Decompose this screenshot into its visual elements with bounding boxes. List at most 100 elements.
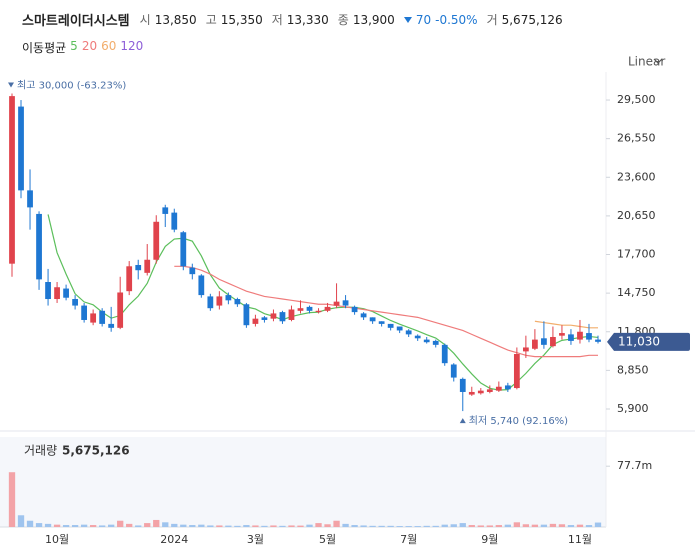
candle-body: [252, 318, 259, 324]
volume-bar: [495, 525, 502, 527]
candle-body: [45, 282, 51, 300]
candle-body: [18, 106, 24, 191]
y-tick-label: 17,700: [617, 248, 656, 261]
candle-body: [189, 267, 196, 275]
candle-body: [324, 306, 331, 311]
ma-legend-title: 이동평균: [22, 41, 67, 55]
volume-bar: [162, 522, 169, 527]
volume-bar: [279, 525, 286, 527]
volume-bar: [459, 523, 466, 527]
candle-body: [153, 221, 160, 260]
ma-legend-item[interactable]: 60: [101, 39, 117, 53]
last-price-label: 11,030: [618, 334, 660, 348]
ma-legend-item[interactable]: 5: [70, 39, 78, 53]
candle-body: [432, 340, 439, 345]
ma-legend: 이동평균 5 20 60 120: [22, 39, 143, 56]
ma-legend-item[interactable]: 120: [120, 39, 144, 53]
volume-title: 거래량: [24, 444, 57, 458]
candle-body: [522, 347, 529, 352]
candle-body: [559, 333, 565, 336]
candle-body: [405, 330, 412, 335]
candle-body: [108, 323, 115, 328]
low-value: 13,330: [286, 12, 329, 27]
candle-body: [144, 259, 151, 273]
volume-bar: [189, 525, 196, 527]
x-tick-label: 7월: [400, 533, 417, 546]
candle-body: [261, 317, 268, 320]
volume-bar: [198, 524, 205, 527]
high-value: 15,350: [220, 12, 263, 27]
x-tick-label: 5월: [319, 533, 336, 546]
candle-body: [333, 301, 340, 306]
candle-body: [423, 339, 430, 343]
volume-bar: [207, 525, 214, 527]
open-value: 13,850: [154, 12, 197, 27]
quote-header: 스마트레이더시스템 시 13,850 고 15,350 저 13,330 종 1…: [22, 10, 568, 30]
candle-body: [234, 299, 241, 305]
change-percent: -0.50%: [435, 12, 478, 27]
volume-bar: [108, 524, 115, 527]
volume-bar: [540, 524, 548, 527]
volume-bar: [504, 524, 512, 527]
volume-bar: [98, 525, 106, 527]
x-tick-label: 10월: [45, 533, 69, 546]
candle-body: [550, 336, 556, 347]
volume-bar: [261, 525, 268, 527]
volume-title-value: 5,675,126: [62, 444, 130, 458]
ma-line: [47, 214, 599, 391]
volume-bar: [216, 525, 223, 527]
volume-bar: [315, 523, 322, 527]
change-value: 70: [415, 12, 432, 27]
volume-bar: [468, 525, 475, 527]
volume-bar: [414, 526, 421, 527]
y-tick-label: 20,650: [617, 209, 656, 222]
volume-bar: [144, 523, 151, 527]
candle-body: [495, 386, 502, 391]
volume-bar: [89, 525, 97, 527]
open-key: 시: [139, 13, 151, 27]
volume-bar: [396, 526, 403, 527]
candle-body: [568, 334, 574, 341]
low-marker: [459, 418, 466, 424]
volume-bar: [423, 525, 430, 527]
candle-body: [595, 339, 601, 342]
candle-body: [180, 232, 187, 267]
low-key: 저: [271, 13, 283, 27]
candle-body: [72, 299, 78, 306]
volume-bar: [26, 520, 34, 527]
close-value: 13,900: [352, 12, 395, 27]
volume-bar: [44, 523, 52, 527]
volume-bar: [234, 525, 241, 527]
candle-body: [369, 317, 376, 322]
candle-body: [351, 306, 358, 313]
ma-legend-item[interactable]: 20: [81, 39, 98, 53]
scale-chevron[interactable]: [653, 58, 663, 64]
candle-body: [342, 300, 349, 306]
scale-toggle[interactable]: Linear: [628, 55, 665, 69]
volume-bar: [180, 524, 187, 527]
high-note: 최고 30,000 (-63.23%): [17, 79, 126, 91]
volume-bar: [441, 524, 448, 527]
volume-bar: [333, 520, 340, 527]
volume-bar: [549, 523, 557, 527]
candle-body: [9, 96, 15, 264]
candle-body: [586, 333, 592, 340]
x-tick-label: 11월: [568, 533, 592, 546]
y-tick-label: 14,750: [617, 286, 656, 299]
candle-body: [459, 378, 466, 392]
volume-panel-bg: [0, 437, 606, 527]
volume-bar: [270, 525, 277, 527]
volume-bar: [288, 525, 295, 527]
candle-body: [81, 305, 88, 320]
candle-body: [396, 326, 403, 331]
volume-bar: [360, 525, 367, 527]
volume-bar: [135, 525, 142, 527]
candle-body: [378, 321, 385, 324]
candle-body: [225, 295, 232, 301]
last-price-tag: [607, 332, 690, 351]
candle-body: [486, 389, 493, 392]
volume-bar: [71, 525, 79, 527]
candle-body: [441, 344, 448, 364]
y-tick-label: 26,550: [617, 132, 656, 145]
